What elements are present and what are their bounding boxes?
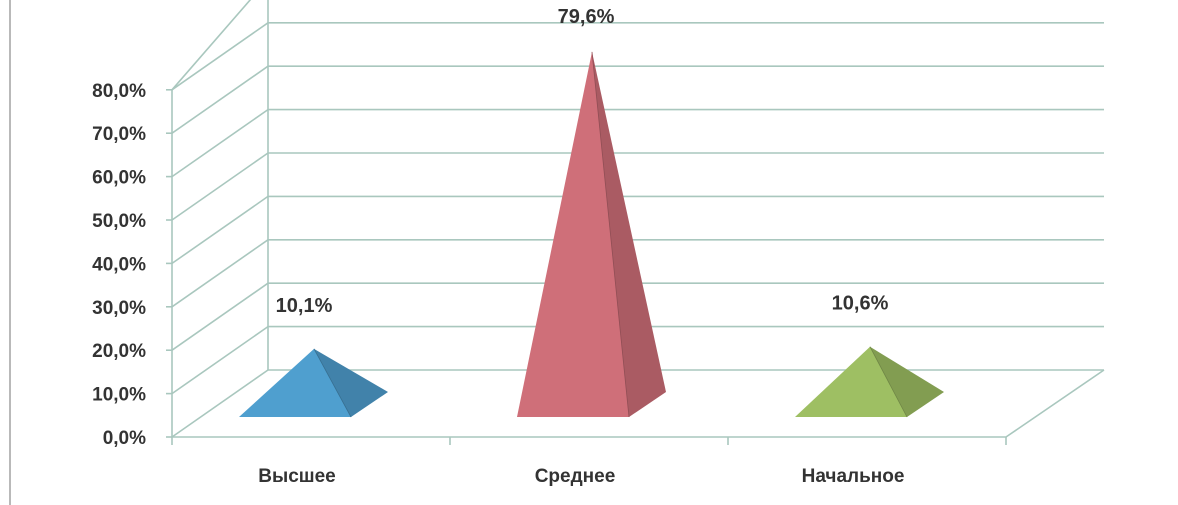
pyramid-bar <box>517 51 666 418</box>
pyramid-side-face <box>870 346 944 417</box>
pyramid-bar <box>239 348 388 418</box>
side-gridline <box>171 65 269 134</box>
category-label: Начальное <box>802 466 905 487</box>
side-gridline <box>171 152 269 221</box>
side-gridline <box>171 369 269 438</box>
side-gridline <box>171 239 269 308</box>
y-tick-label: 20,0% <box>92 341 146 362</box>
side-gridline <box>171 325 269 395</box>
side-wall-top-edge <box>171 0 252 91</box>
y-tick-label: 10,0% <box>92 385 146 406</box>
y-tick-label: 0,0% <box>103 428 146 449</box>
pyramid-edge <box>869 346 908 418</box>
y-tick-label: 50,0% <box>92 211 146 232</box>
value-label: 10,1% <box>276 295 333 317</box>
y-tick-label: 40,0% <box>92 254 146 275</box>
data-labels: 10,1% 79,6% 10,6% <box>276 6 889 317</box>
side-gridline <box>171 282 269 351</box>
side-gridline <box>171 22 269 91</box>
pyramid-edge <box>313 348 352 418</box>
y-tick-label: 80,0% <box>92 81 146 102</box>
y-tick-label: 60,0% <box>92 168 146 189</box>
value-label: 10,6% <box>832 293 889 315</box>
y-tick-label: 70,0% <box>92 124 146 145</box>
pyramid-bar <box>795 346 944 418</box>
y-tick-label: 30,0% <box>92 298 146 319</box>
y-axis-labels: 0,0% 10,0% 20,0% 30,0% 40,0% 50,0% 60,0% 70,0% 8… <box>92 81 172 449</box>
value-label: 79,6% <box>558 6 615 28</box>
pyramid-side-face <box>592 51 666 417</box>
category-label: Высшее <box>258 466 335 487</box>
pyramid-side-face <box>314 348 388 417</box>
left-edge-rule <box>9 0 11 505</box>
side-gridline <box>171 195 269 265</box>
category-axis-labels: Высшее Среднее Начальное <box>171 437 1007 487</box>
category-label: Среднее <box>535 466 616 487</box>
pyramid-bars <box>239 51 944 418</box>
pyramid-edge <box>591 51 630 418</box>
side-gridline <box>171 108 269 178</box>
